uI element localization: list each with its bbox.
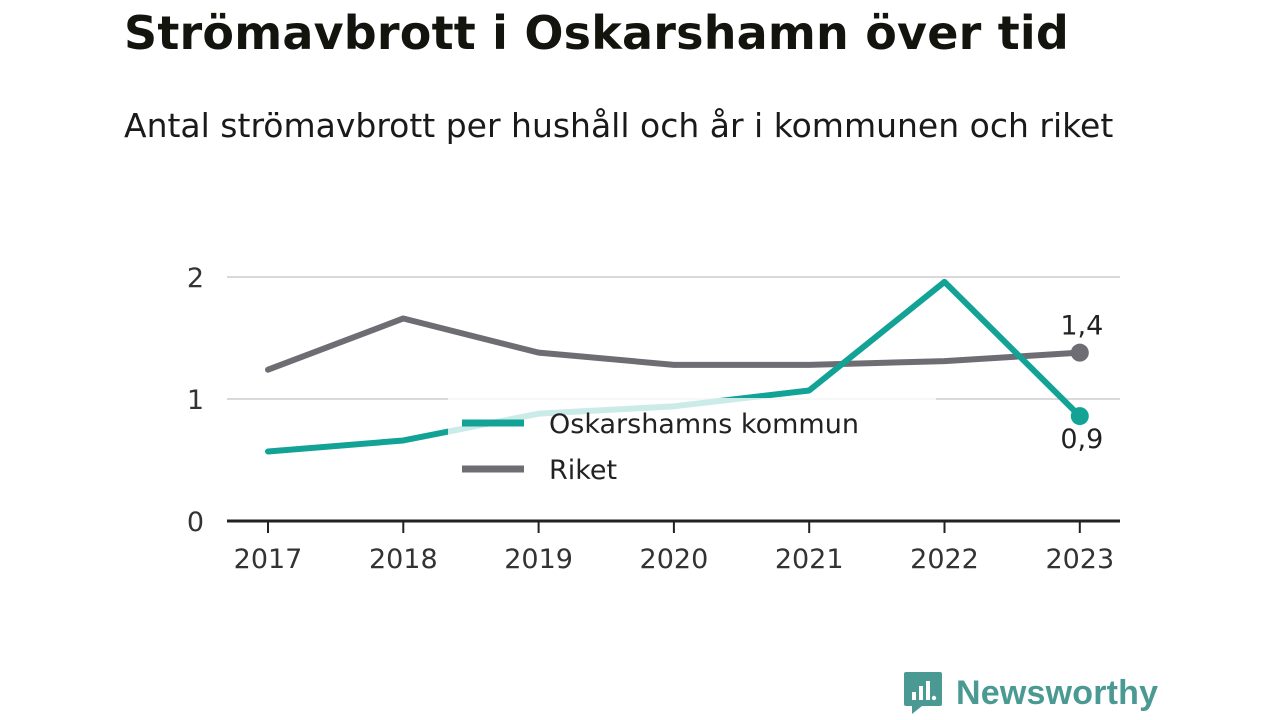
chart-title: Strömavbrott i Oskarshamn över tid bbox=[124, 6, 1069, 60]
legend-label: Oskarshamns kommun bbox=[549, 409, 859, 440]
x-tick-label: 2021 bbox=[775, 544, 844, 575]
x-tick-label: 2020 bbox=[640, 544, 709, 575]
data-point bbox=[1070, 343, 1089, 362]
x-tick-label: 2019 bbox=[504, 544, 573, 575]
legend-background bbox=[448, 398, 936, 494]
end-value-label: 0,9 bbox=[1060, 424, 1103, 455]
brand: Newsworthy bbox=[902, 670, 1158, 716]
x-tick-label: 2017 bbox=[234, 544, 303, 575]
y-tick-label: 2 bbox=[187, 263, 204, 294]
legend: Oskarshamns kommun Riket bbox=[448, 398, 936, 494]
x-tick-label: 2018 bbox=[369, 544, 438, 575]
data-point bbox=[1070, 407, 1089, 426]
value-labels: 0,9 1,4 bbox=[1060, 311, 1103, 455]
end-value-label: 1,4 bbox=[1060, 311, 1103, 342]
x-tick-label: 2022 bbox=[910, 544, 979, 575]
y-tick-label: 1 bbox=[187, 385, 204, 416]
y-tick-label: 0 bbox=[187, 507, 204, 538]
y-axis: 0 1 2 bbox=[187, 263, 204, 538]
x-axis: 2017 2018 2019 2020 2021 2022 2023 bbox=[227, 519, 1120, 575]
series-line-riket bbox=[265, 315, 1083, 373]
newsworthy-logo-icon bbox=[904, 672, 942, 714]
legend-label: Riket bbox=[549, 455, 617, 486]
chart-subtitle: Antal strömavbrott per hushåll och år i … bbox=[124, 106, 1114, 145]
brand-name: Newsworthy bbox=[956, 673, 1159, 712]
grid-lines bbox=[227, 276, 1120, 400]
x-tick-label: 2023 bbox=[1045, 544, 1114, 575]
